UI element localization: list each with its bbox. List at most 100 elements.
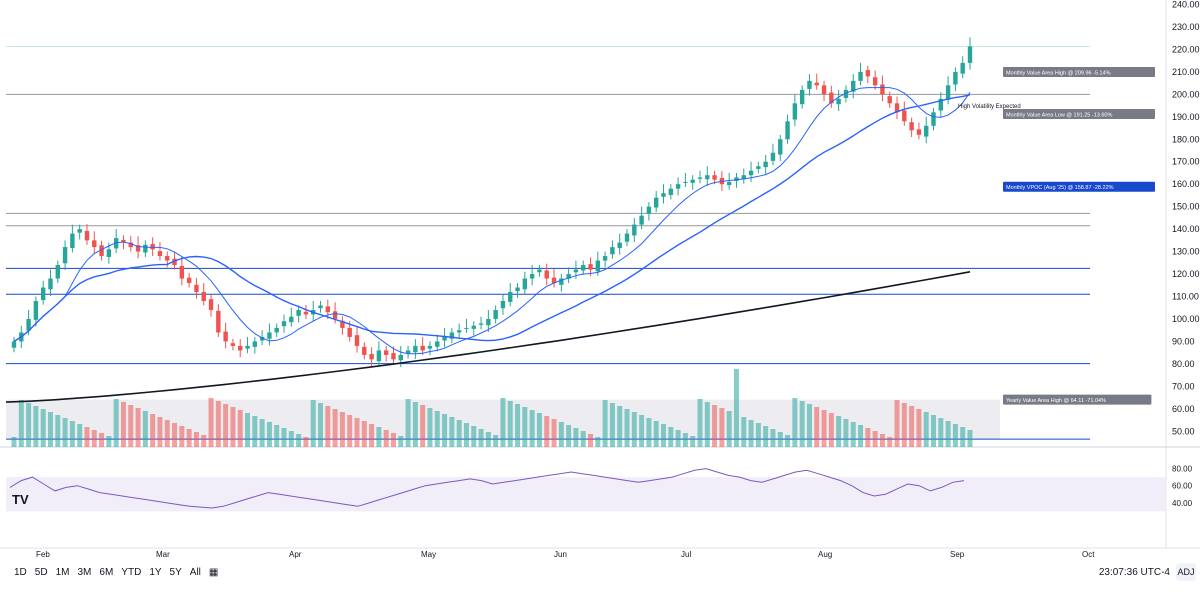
candle-body [602,256,608,261]
candle-body [953,71,958,85]
volume-bar [639,415,645,447]
candle-body [194,284,199,293]
candle-body [464,327,469,329]
candle-body [70,233,75,248]
volume-bar [26,403,32,447]
volume-bar [522,407,528,447]
candle-body [566,274,571,279]
candle-body [829,92,834,104]
volume-bar [55,415,61,447]
volume-bar [733,369,739,447]
timeframe-6m[interactable]: 6M [99,567,114,578]
timeframe-3m[interactable]: 3M [77,567,92,578]
volume-bar [69,421,75,447]
candle-body [398,354,403,361]
candle-body [40,287,46,301]
candle-body [785,121,790,140]
volume-bar [879,434,885,447]
visibility-eye-icon[interactable] [158,5,173,15]
volume-bar [588,434,594,447]
candle-body [420,345,425,351]
volume-bar [215,401,221,447]
volume-bar [675,430,681,447]
candle-body [113,238,119,249]
volume-bar [245,413,251,447]
yearly-value-area-box [6,399,1000,440]
volume-bar [668,427,674,447]
rsi-tick-label: 60.00 [1172,482,1193,491]
candle-body [296,309,301,316]
volume-bar [500,398,506,447]
volume-bar [135,408,141,447]
candle-body [712,175,717,180]
timeframe-5y[interactable]: 5Y [169,567,182,578]
volume-bar [128,405,134,447]
candle-body [719,177,725,185]
volume-bar [806,404,812,447]
timeframe-ytd[interactable]: YTD [121,567,142,578]
candle-body [858,71,863,81]
candle-body [442,336,447,341]
volume-bar [47,412,53,447]
price-tick-label: 80.00 [1172,359,1195,369]
candle-body [376,350,382,362]
candle-body [697,177,703,179]
candle-body [675,184,681,189]
candle-body [150,243,155,250]
volume-bar [164,420,170,447]
candle-body [872,77,878,86]
indicators-toggle[interactable]: ⌄ 7 [10,42,25,53]
level-tag-bg [1003,66,1155,77]
volume-bar [434,411,440,447]
volume-bar [909,406,915,447]
volume-bar [354,418,360,447]
symbol-title[interactable]: Celestica, Inc. · 1D · NYSE [20,4,153,16]
volume-bar [507,401,513,447]
timeframe-1m[interactable]: 1M [55,567,70,578]
timeframe-1y[interactable]: 1Y [149,567,162,578]
volume-bar [412,402,418,447]
candle-body [778,139,783,155]
ma-fast-line [13,87,971,355]
adj-button[interactable]: ADJ [1176,563,1196,581]
candle-body [311,309,316,315]
sell-button[interactable]: 223.00 SELL [12,20,46,38]
candle-body [799,89,805,105]
time-tick-label: Apr [289,550,302,559]
time-tick-label: Jun [554,550,567,559]
volume-bar [288,431,294,447]
candle-body [48,278,53,290]
candle-body [894,103,900,113]
volume-bar [741,417,747,447]
marketwebs-key: Month [1056,30,1073,37]
volume-bar [660,424,666,447]
candle-body [340,320,345,328]
level-tag-bg [1003,394,1152,405]
volume-bar [529,410,535,447]
volume-bar [850,422,856,447]
marketwebs-title: MarketWebs [1116,8,1150,14]
calendar-icon[interactable]: ▦ [208,567,219,578]
candle-body [369,354,374,360]
timeframe-all[interactable]: All [189,567,201,578]
volume-bar [208,398,214,447]
candle-body [26,318,31,331]
timeframe-5d[interactable]: 5D [34,567,48,578]
candle-body [573,269,579,273]
buy-button[interactable]: 224.50 BUY [69,20,104,38]
volume-bar [865,428,871,447]
volume-bar [551,419,557,447]
spread-value: 1.50 [50,24,66,34]
candle-body [610,247,615,255]
timeframe-1d[interactable]: 1D [14,567,27,578]
candle-body [668,188,673,195]
candle-body [11,341,17,348]
volume-bar [398,436,404,447]
candle-body [165,256,170,261]
volume-bar [777,432,783,447]
candle-body [157,251,163,257]
volume-bar [712,405,718,447]
level-tag-label: Monthly VPOC (Aug '25) @ 158.87 -28.22% [1006,185,1114,191]
